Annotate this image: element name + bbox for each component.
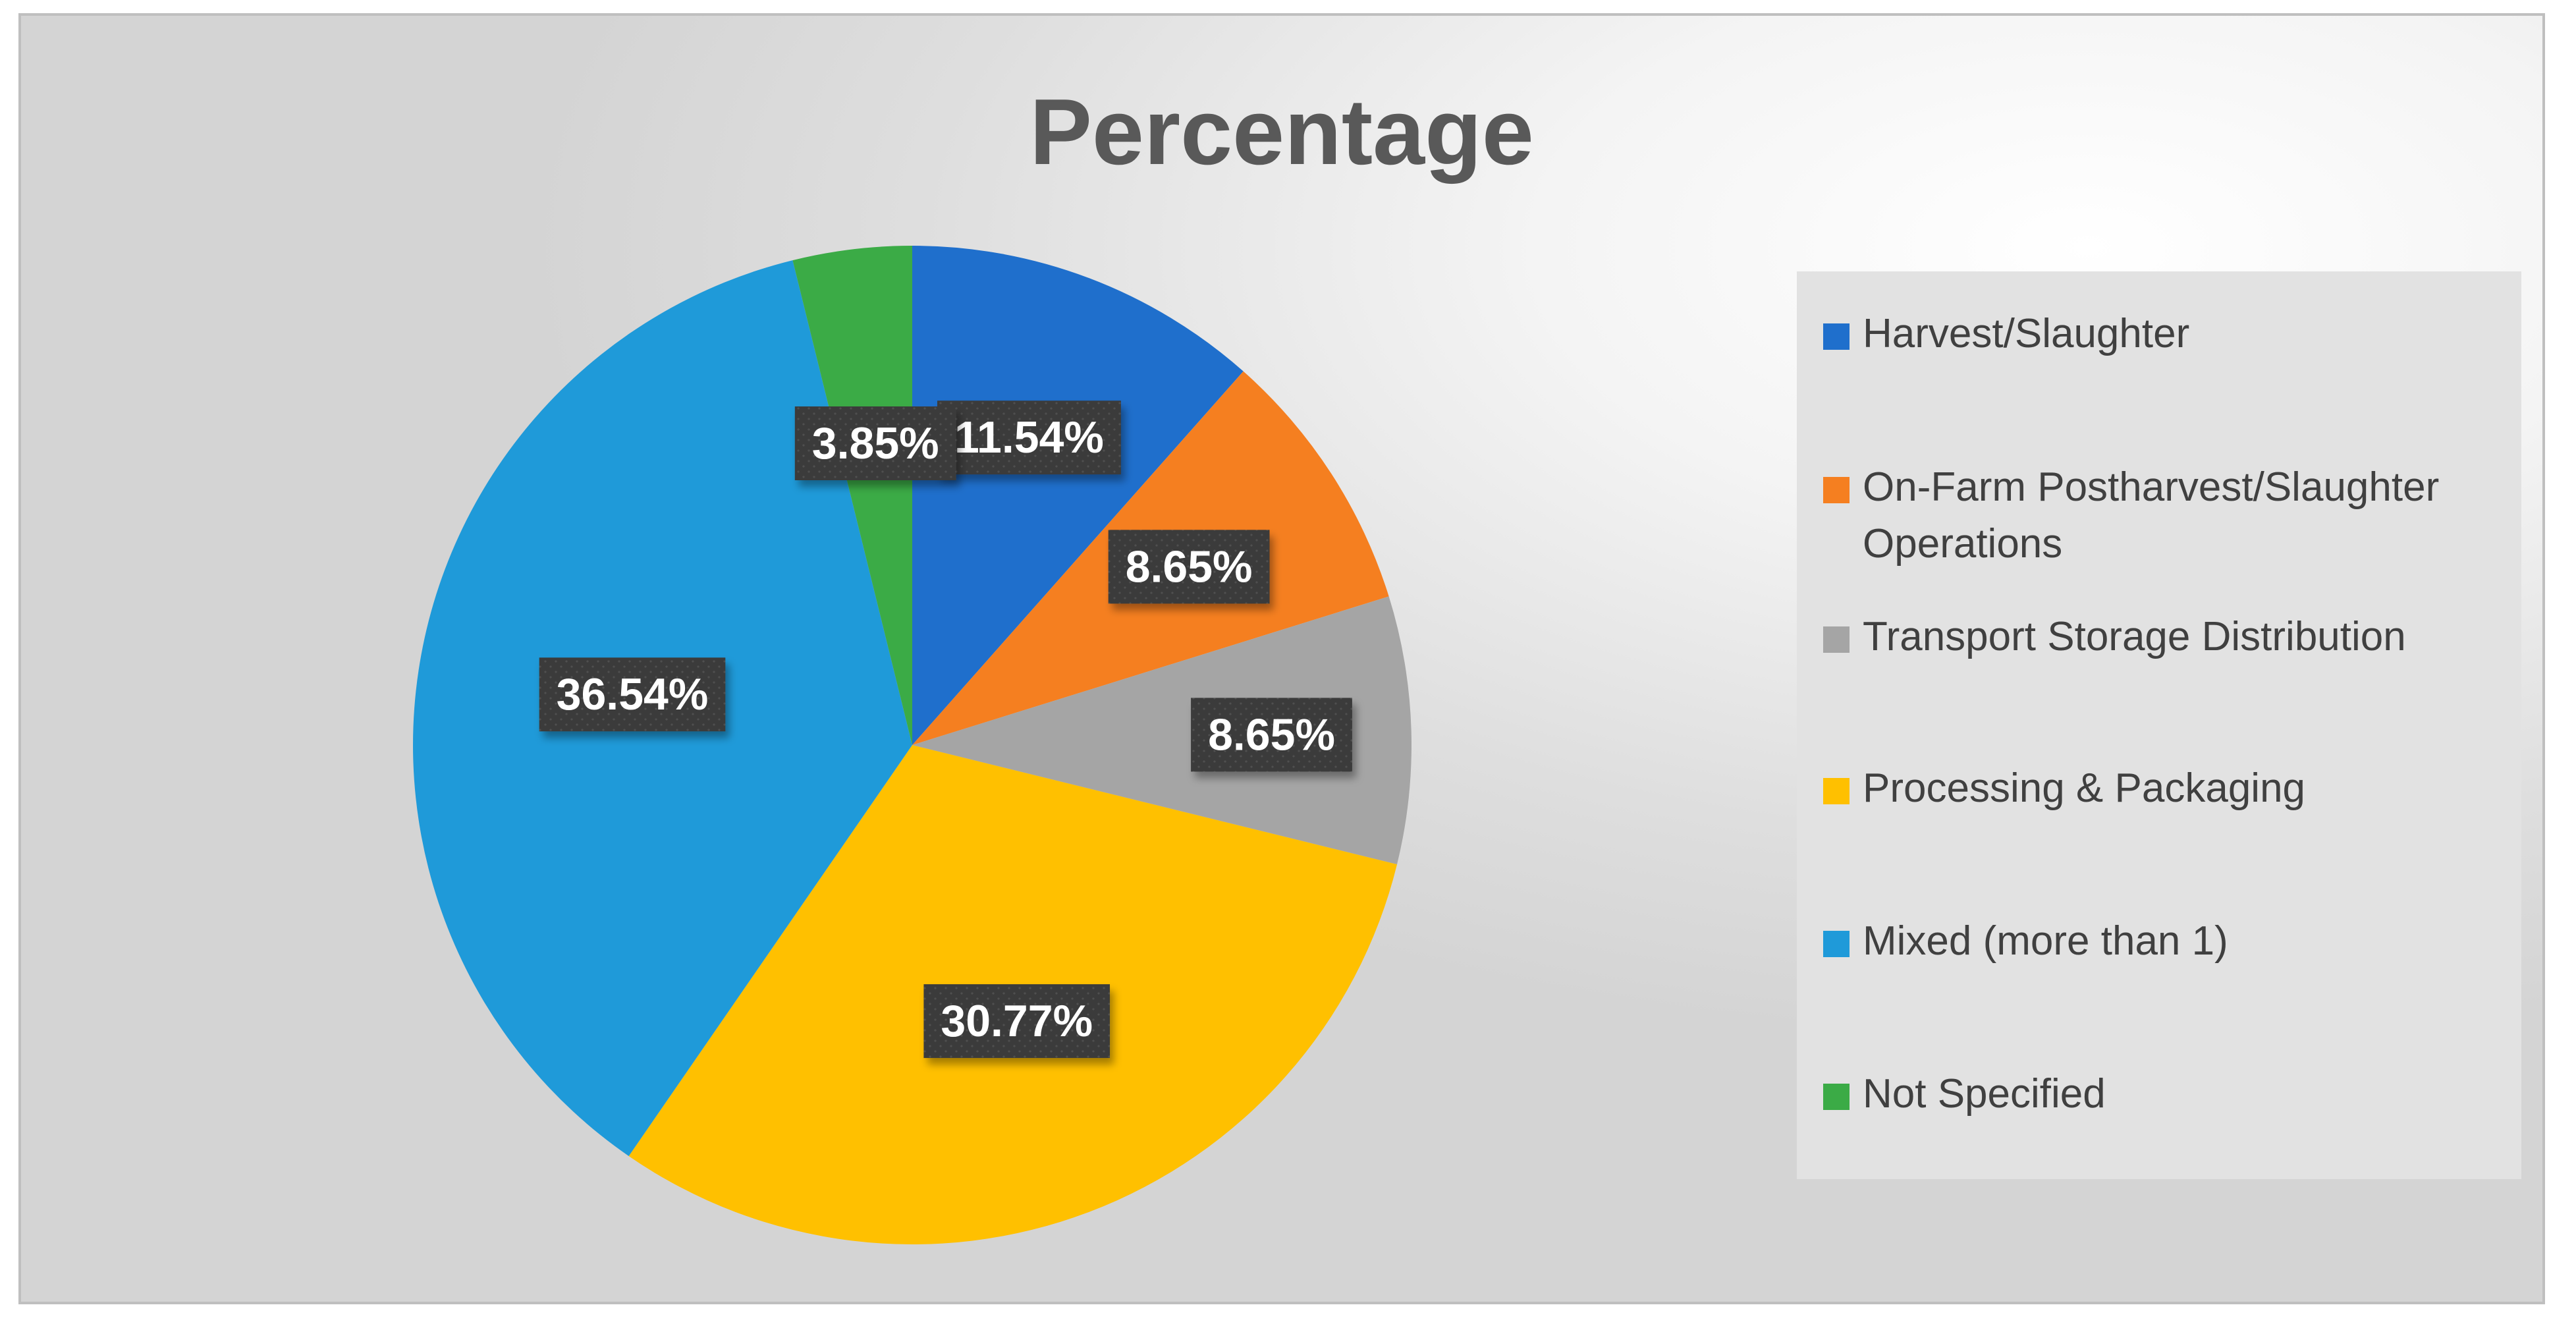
data-label: 30.77% [923,984,1110,1059]
data-label: 8.65% [1191,698,1352,772]
data-label-text: 8.65% [1208,709,1335,760]
legend-label: Processing & Packaging [1863,765,2306,811]
pie-slice [912,246,1244,745]
legend-label: Harvest/Slaughter [1863,311,2190,356]
chart-legend: Harvest/Slaughter On-Farm Postharvest/Sla… [1797,271,2521,1179]
data-label-text: 3.85% [812,418,939,468]
data-label: 36.54% [539,657,726,732]
legend-label: Mixed (more than 1) [1863,918,2228,964]
data-label-box [937,401,1121,475]
data-label: 11.54% [937,401,1121,475]
legend-label: On-Farm Postharvest/Slaughter Operations [1863,464,2440,567]
data-label-text: 8.65% [1126,541,1253,592]
legend-swatch [1823,323,1850,350]
data-label-box [539,657,726,732]
data-label-text: 11.54% [954,412,1104,462]
pie-slice [912,596,1411,865]
legend-swatch [1823,477,1850,503]
data-label-text: 30.77% [941,996,1093,1046]
legend-swatch [1823,626,1850,653]
data-label-box [923,984,1110,1059]
chart-title: Percentage [1029,80,1534,184]
legend-swatch [1823,778,1850,804]
legend-swatch [1823,1084,1850,1110]
data-label-text: 36.54% [557,669,709,719]
legend-swatch [1823,931,1850,957]
data-label-box [1108,530,1270,604]
data-label-box [1191,698,1352,772]
data-label: 8.65% [1108,530,1270,604]
pie-slice [792,246,912,745]
data-label: 3.85% [794,406,956,480]
data-label-box [794,406,956,480]
legend-label: Not Specified [1863,1071,2106,1117]
legend-label: Transport Storage Distribution [1863,614,2406,659]
